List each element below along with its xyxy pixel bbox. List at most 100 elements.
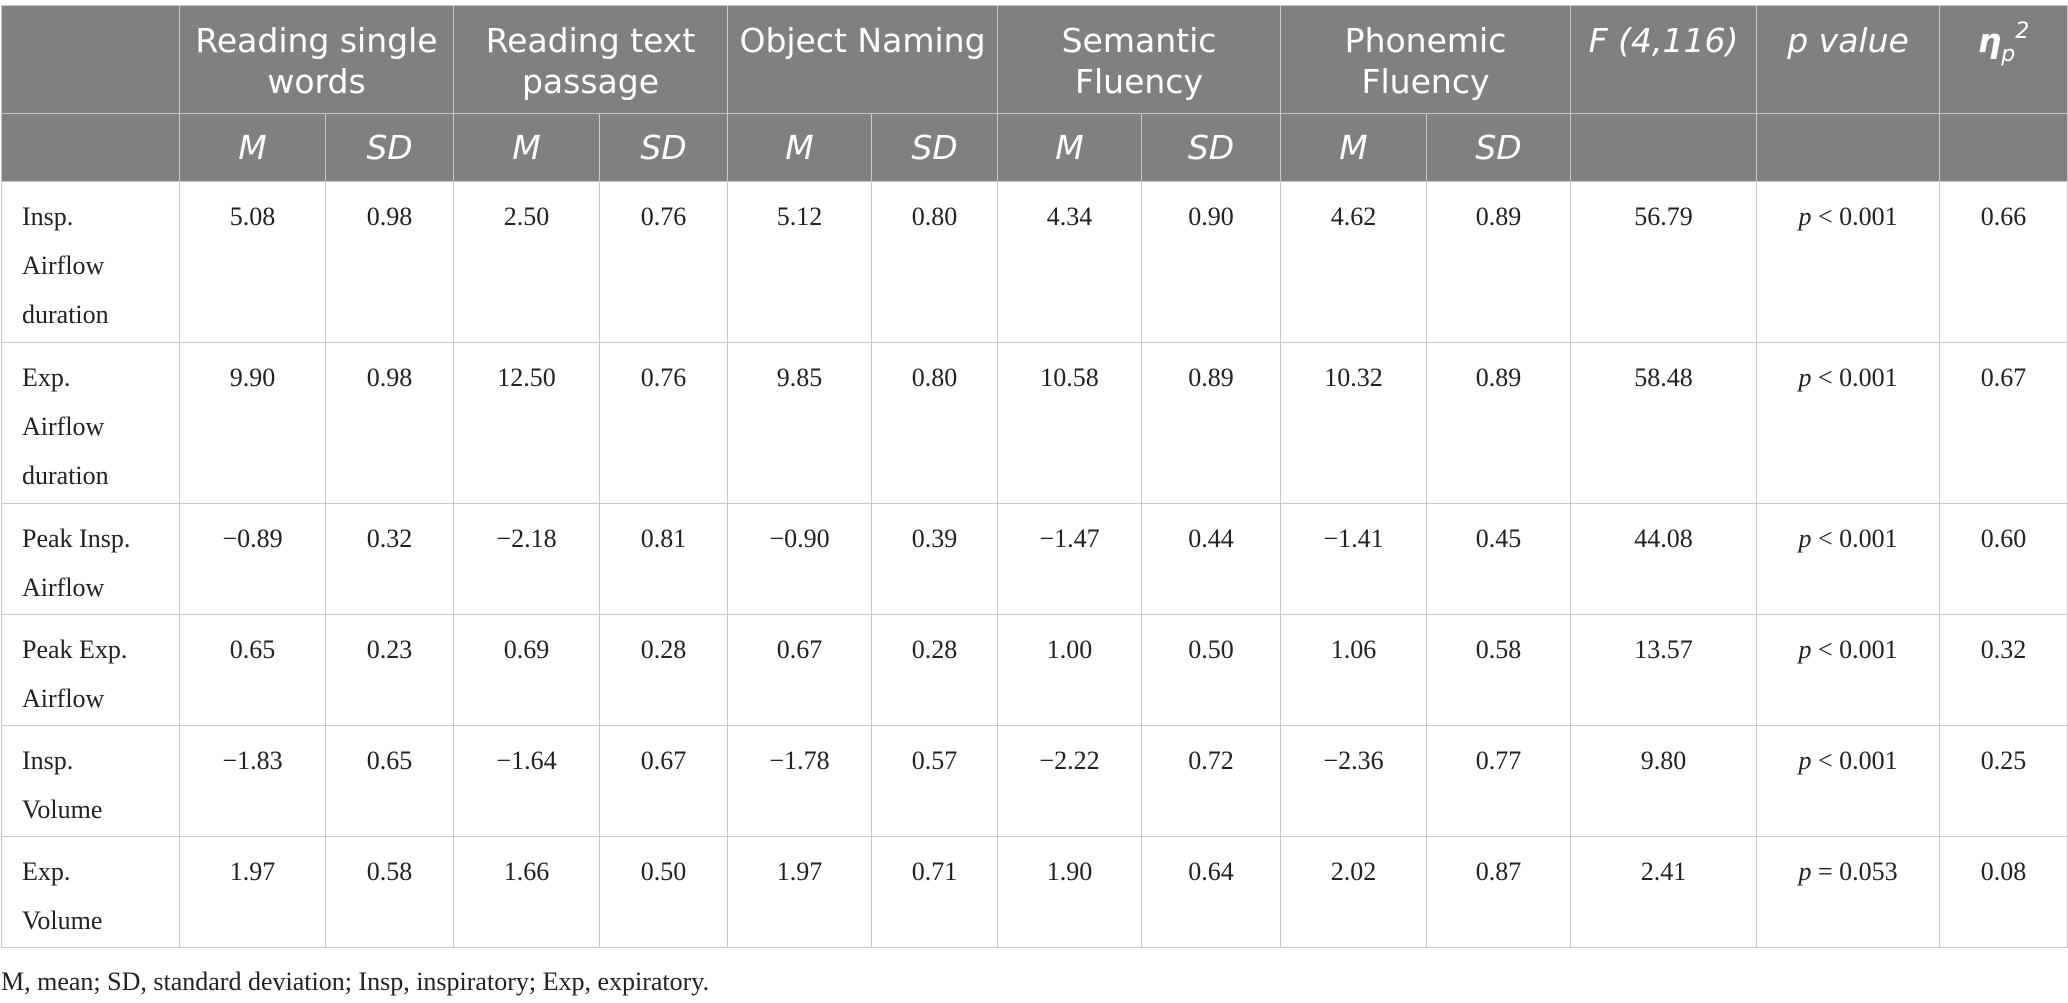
cell-mean: −2.36: [1280, 725, 1428, 837]
sub-header-blank: [1939, 113, 2068, 182]
cell-sd: 0.98: [325, 342, 454, 504]
sub-header-corner-cell: [1, 113, 180, 182]
table-row: Peak Insp. Airflow −0.89 0.32 −2.18 0.81 −0.90…: [1, 503, 2068, 615]
cell-mean: −1.64: [453, 725, 600, 837]
cell-mean: 1.00: [997, 614, 1142, 726]
cell-sd: 0.65: [325, 725, 454, 837]
cell-mean: 1.06: [1280, 614, 1428, 726]
sub-header-mean: M: [997, 113, 1142, 182]
cell-mean: 4.62: [1280, 181, 1428, 343]
cell-mean: −1.83: [179, 725, 326, 837]
cell-sd: 0.87: [1426, 836, 1572, 948]
sub-header-mean: M: [179, 113, 326, 182]
p-symbol: p: [1798, 363, 1812, 392]
cell-partial-eta-squared: 0.08: [1939, 836, 2068, 948]
header-f-statistic: F (4,116): [1570, 5, 1758, 114]
cell-mean: −0.90: [727, 503, 872, 615]
cell-partial-eta-squared: 0.67: [1939, 342, 2068, 504]
p-comparison: < 0.001: [1811, 363, 1898, 392]
cell-sd: 0.90: [1140, 181, 1282, 343]
row-label: Peak Insp. Airflow: [1, 503, 180, 615]
cell-sd: 0.80: [871, 342, 998, 504]
sub-header-blank: [1756, 113, 1941, 182]
cell-mean: 10.58: [997, 342, 1142, 504]
results-table: Reading single words Reading text passag…: [1, 5, 2068, 948]
row-label: Insp. Volume: [1, 725, 180, 837]
cell-sd: 0.76: [599, 342, 728, 504]
eta-symbol: η: [1977, 21, 2002, 60]
cell-sd: 0.67: [599, 725, 728, 837]
cell-p-value: p = 0.053: [1756, 836, 1941, 948]
sub-header-mean: M: [453, 113, 600, 182]
p-comparison: = 0.053: [1811, 857, 1898, 886]
cell-mean: 0.65: [179, 614, 326, 726]
cell-f-statistic: 44.08: [1570, 503, 1758, 615]
cell-mean: 5.12: [727, 181, 872, 343]
cell-mean: 2.02: [1280, 836, 1428, 948]
row-label-line: Volume: [22, 906, 103, 935]
cell-mean: 1.90: [997, 836, 1142, 948]
cell-sd: 0.28: [599, 614, 728, 726]
cell-sd: 0.58: [1426, 614, 1572, 726]
header-semantic-fluency: Semantic Fluency: [996, 5, 1282, 114]
p-symbol: p: [1798, 857, 1812, 886]
cell-sd: 0.23: [325, 614, 454, 726]
cell-mean: 0.69: [453, 614, 600, 726]
cell-sd: 0.72: [1140, 725, 1282, 837]
cell-mean: −1.47: [997, 503, 1142, 615]
cell-mean: −1.78: [727, 725, 872, 837]
row-label-line: Peak Insp.: [22, 524, 131, 553]
cell-sd: 0.81: [599, 503, 728, 615]
cell-sd: 0.89: [1426, 342, 1572, 504]
row-label: Exp. Volume: [1, 836, 180, 948]
table-row: Exp. Volume 1.97 0.58 1.66 0.50 1.97 0.71 1.90 0.…: [1, 836, 2068, 948]
row-label-line: Exp.: [22, 363, 71, 392]
cell-sd: 0.58: [325, 836, 454, 948]
cell-mean: 4.34: [997, 181, 1142, 343]
row-label-line: Volume: [22, 795, 103, 824]
header-group-row: Reading single words Reading text passag…: [1, 5, 2068, 114]
cell-f-statistic: 58.48: [1570, 342, 1758, 504]
row-label: Insp. Airflow duration: [1, 181, 180, 343]
cell-sd: 0.71: [871, 836, 998, 948]
cell-mean: 12.50: [453, 342, 600, 504]
cell-f-statistic: 9.80: [1570, 725, 1758, 837]
cell-f-statistic: 13.57: [1570, 614, 1758, 726]
header-object-naming: Object Naming: [727, 5, 998, 114]
sub-header-sd: SD: [325, 113, 454, 182]
table-row: Exp. Airflow duration 9.90 0.98 12.50 0.76 9.85…: [1, 342, 2068, 504]
cell-p-value: p < 0.001: [1756, 503, 1941, 615]
header-p-value: p value: [1756, 5, 1941, 114]
p-comparison: < 0.001: [1811, 635, 1898, 664]
cell-sd: 0.89: [1426, 181, 1572, 343]
cell-sd: 0.76: [599, 181, 728, 343]
header-corner-cell: [1, 5, 180, 114]
cell-mean: −2.18: [453, 503, 600, 615]
table-body: Insp. Airflow duration 5.08 0.98 2.50 0.76 5.12…: [1, 181, 2068, 948]
header-phonemic-fluency: Phonemic Fluency: [1280, 5, 1572, 114]
eta-subscript: p: [2001, 42, 2016, 67]
table-row: Peak Exp. Airflow 0.65 0.23 0.69 0.28 0.67 0.28…: [1, 614, 2068, 726]
header-reading-text-passage: Reading text passage: [453, 5, 728, 114]
cell-mean: −0.89: [179, 503, 326, 615]
sub-header-mean: M: [727, 113, 872, 182]
p-symbol: p: [1798, 635, 1812, 664]
row-label: Peak Exp. Airflow: [1, 614, 180, 726]
row-label-line: duration: [22, 461, 109, 490]
row-label-line: Airflow: [22, 251, 105, 280]
cell-p-value: p < 0.001: [1756, 725, 1941, 837]
sub-header-sd: SD: [1140, 113, 1282, 182]
cell-p-value: p < 0.001: [1756, 181, 1941, 343]
sub-header-sd: SD: [871, 113, 998, 182]
cell-mean: 10.32: [1280, 342, 1428, 504]
cell-sd: 0.44: [1140, 503, 1282, 615]
p-comparison: < 0.001: [1811, 202, 1898, 231]
sub-header-sd: SD: [1426, 113, 1572, 182]
row-label-line: Peak Exp.: [22, 635, 128, 664]
cell-mean: 9.85: [727, 342, 872, 504]
cell-sd: 0.98: [325, 181, 454, 343]
table-row: Insp. Airflow duration 5.08 0.98 2.50 0.76 5.12…: [1, 181, 2068, 343]
cell-sd: 0.57: [871, 725, 998, 837]
table-row: Insp. Volume −1.83 0.65 −1.64 0.67 −1.78 0.57 −2…: [1, 725, 2068, 837]
cell-p-value: p < 0.001: [1756, 614, 1941, 726]
